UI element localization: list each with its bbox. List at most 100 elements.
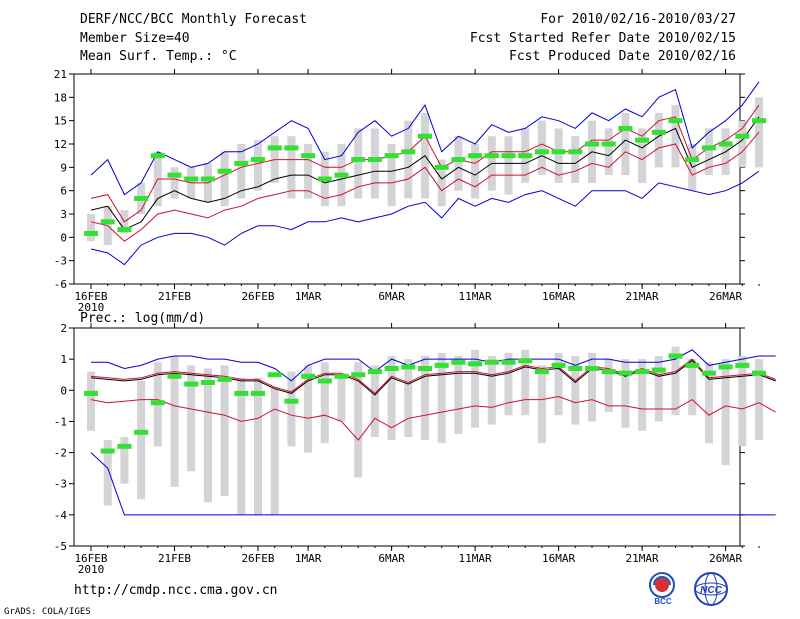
y-tick-label: 9 [60,161,67,174]
obs-marker [451,157,466,163]
source-url[interactable]: http://cmdp.ncc.cma.gov.cn [74,583,278,598]
x-year-label: 2010 [78,563,105,576]
obs-marker [718,364,733,370]
ensemble-box [304,144,313,199]
series-line-lower [90,131,760,242]
x-tick-label: 21MAR [626,290,659,303]
ensemble-box [337,374,346,422]
obs-marker [117,443,132,449]
obs-marker [267,145,282,151]
obs-marker [100,219,115,225]
x-tick-label: 11MAR [459,552,492,565]
ensemble-box [220,365,229,497]
obs-marker [267,372,282,378]
fcst-produced-date: Fcst Produced Date 2010/02/16 [509,49,736,64]
ensemble-box [688,359,697,416]
x-tick-label: 21FEB [158,290,191,303]
ensemble-box [671,105,680,168]
series-line-max [90,81,760,196]
fcst-started-date: Fcst Started Refer Date 2010/02/15 [469,31,736,46]
ensemble-box [404,120,413,199]
ensemble-box [254,377,262,515]
ensemble-box [704,128,713,176]
obs-marker [701,370,716,376]
obs-marker [384,365,399,371]
ensemble-box [454,136,463,191]
x-tick-label: 1MAR [295,552,322,565]
obs-marker [501,359,516,365]
obs-marker [518,153,533,159]
obs-marker [334,373,349,379]
ensemble-box [521,349,530,416]
obs-marker [351,157,366,163]
obs-marker [501,153,516,159]
ensemble-box [621,112,630,176]
obs-marker [401,364,416,370]
obs-marker [200,176,215,182]
forecast-period: For 2010/02/16-2010/03/27 [540,12,736,27]
panel-precipitation: -5 -4 -3 -2 -1 0 1 2 16FEB 21FEB 26FEB 1MAR 6MAR 11MA… [54,311,776,576]
ensemble-box [370,365,379,437]
ensemble-box [437,159,446,207]
obs-marker [701,145,716,151]
ensemble-box [471,349,480,428]
ensemble-box [604,359,613,413]
obs-marker [601,369,616,375]
obs-marker [685,362,700,368]
member-size-label: Member Size=40 [80,31,190,46]
obs-marker [184,381,199,387]
ensemble-box [387,356,396,441]
series-line-lower [90,395,776,441]
y-tick-label: 2 [60,322,67,335]
obs-marker [418,365,432,371]
x-tick-label: 21MAR [626,552,659,565]
y-tick-label: 0 [60,231,67,244]
x-tick-label: 11MAR [459,290,492,303]
ensemble-box [103,440,112,506]
series-line-max [91,349,776,382]
obs-marker [434,362,449,368]
ensemble-box [287,371,296,447]
obs-marker [334,172,349,178]
obs-marker [585,365,599,371]
ensemble-box [537,365,546,444]
obs-marker [534,369,549,375]
obs-marker [301,373,316,379]
obs-marker [451,359,466,365]
obs-marker [468,361,483,367]
obs-marker [217,168,232,174]
ensemble-box [254,140,262,191]
y-tick-label: 15 [54,115,67,128]
obs-marker [551,362,566,368]
series-line-mean [90,116,760,231]
plot-frame [73,73,741,285]
ensemble-box [87,371,95,431]
ensemble-box [170,167,179,199]
obs-marker [651,367,666,373]
obs-marker [284,145,299,151]
y-tick-label: -6 [54,278,67,291]
obs-marker [84,230,98,236]
x-tick-label: 26FEB [241,552,274,565]
ensemble-box [487,356,496,425]
obs-marker [568,149,583,155]
ensemble-box [704,362,713,444]
panel-temperature: -6 -3 0 3 6 9 12 15 18 21 16FEB 21FEB 26FEB 1MAR 6MAR 1… [54,68,766,314]
ensemble-box [554,352,563,416]
ensemble-box [638,128,647,183]
obs-marker [251,157,265,163]
obs-marker [585,141,599,147]
obs-marker [317,378,332,384]
y-tick-label: 21 [54,68,67,81]
ensemble-box [270,387,279,515]
obs-marker [367,369,382,375]
obs-marker [568,365,583,371]
bcc-logo-text: BCC [654,597,672,606]
y-tick-label: -2 [54,447,67,460]
x-tick-label: 26MAR [709,290,742,303]
obs-marker [718,141,733,147]
obs-marker [651,129,666,135]
y-tick-label: 18 [54,91,67,104]
ensemble-box [320,362,329,444]
obs-marker [484,359,499,365]
